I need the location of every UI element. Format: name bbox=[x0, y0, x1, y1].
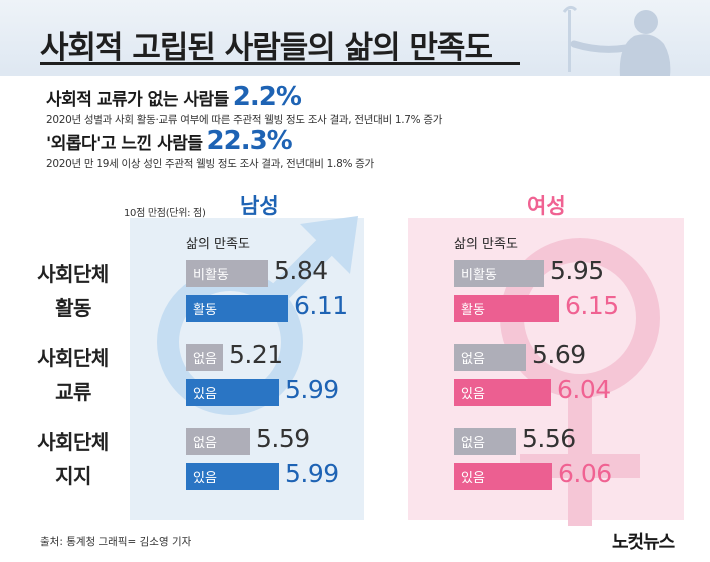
female-satisfaction-header: 삶의 만족도 bbox=[454, 237, 518, 252]
female-exchange-value-yes: 6.04 bbox=[557, 375, 611, 404]
stat-isolated: 사회적 교류가 없는 사람들 2.2% bbox=[46, 82, 302, 112]
title-underline bbox=[40, 62, 520, 65]
row-label-exchange-line1: 사회단체 bbox=[37, 346, 109, 370]
female-exchange-value-no: 5.69 bbox=[532, 340, 586, 369]
female-exchange-bar-label-yes: 있음 bbox=[461, 387, 485, 402]
male-activity-value-yes: 6.11 bbox=[294, 291, 348, 320]
male-activity-bar-yes: 활동 bbox=[186, 295, 288, 322]
female-activity-value-yes: 6.15 bbox=[565, 291, 619, 320]
female-activity-bar-no: 비활동 bbox=[454, 260, 544, 287]
female-exchange-bar-label-no: 없음 bbox=[461, 352, 485, 367]
male-exchange-value-no: 5.21 bbox=[229, 340, 283, 369]
male-support-bar-label-yes: 있음 bbox=[193, 471, 217, 486]
row-label-activity-line2: 활동 bbox=[55, 296, 91, 320]
female-support-value-yes: 6.06 bbox=[558, 459, 612, 488]
female-activity-bar-yes: 활동 bbox=[454, 295, 559, 322]
nocut-news-logo: 노컷뉴스 bbox=[612, 532, 675, 553]
male-exchange-bar-no: 없음 bbox=[186, 344, 223, 371]
male-support-bar-label-no: 없음 bbox=[193, 436, 217, 451]
source-credit: 출처: 통계청 그래픽= 김소영 기자 bbox=[40, 536, 192, 548]
female-support-value-no: 5.56 bbox=[522, 424, 576, 453]
row-label-support: 사회단체 지지 bbox=[18, 425, 128, 493]
female-exchange-bar-no: 없음 bbox=[454, 344, 526, 371]
male-support-bar-no: 없음 bbox=[186, 428, 250, 455]
stat-lonely-label: '외롭다'고 느낀 사람들 bbox=[46, 134, 203, 154]
stat-isolated-label: 사회적 교류가 없는 사람들 bbox=[46, 90, 229, 110]
female-support-bar-label-yes: 있음 bbox=[461, 471, 485, 486]
row-label-support-line2: 지지 bbox=[55, 464, 91, 488]
elderly-figure-icon bbox=[562, 5, 671, 76]
row-label-activity: 사회단체 활동 bbox=[18, 257, 128, 325]
male-activity-value-no: 5.84 bbox=[274, 256, 328, 285]
male-support-value-no: 5.59 bbox=[256, 424, 310, 453]
male-exchange-bar-label-no: 없음 bbox=[193, 352, 217, 367]
stat-isolated-value: 2.2% bbox=[232, 82, 302, 112]
male-activity-bar-label-no: 비활동 bbox=[193, 268, 229, 283]
male-exchange-value-yes: 5.99 bbox=[285, 375, 339, 404]
stat-lonely-note: 2020년 만 19세 이상 성인 주관적 웰빙 정도 조사 결과, 전년대비 … bbox=[46, 158, 374, 170]
female-label: 여성 bbox=[527, 194, 566, 218]
male-exchange-bar-yes: 있음 bbox=[186, 379, 279, 406]
male-satisfaction-header: 삶의 만족도 bbox=[186, 237, 250, 252]
row-label-support-line1: 사회단체 bbox=[37, 430, 109, 454]
male-exchange-bar-label-yes: 있음 bbox=[193, 387, 217, 402]
female-support-bar-label-no: 없음 bbox=[461, 436, 485, 451]
male-label: 남성 bbox=[240, 194, 279, 218]
female-activity-bar-label-no: 비활동 bbox=[461, 268, 497, 283]
row-label-exchange-line2: 교류 bbox=[55, 380, 91, 404]
stat-isolated-note: 2020년 성별과 사회 활동·교류 여부에 따른 주관적 웰빙 정도 조사 결… bbox=[46, 114, 443, 126]
female-activity-bar-label-yes: 활동 bbox=[461, 303, 485, 318]
header-rule bbox=[0, 72, 710, 76]
female-activity-value-no: 5.95 bbox=[550, 256, 604, 285]
row-label-activity-line1: 사회단체 bbox=[37, 262, 109, 286]
header-band bbox=[0, 0, 710, 72]
row-label-exchange: 사회단체 교류 bbox=[18, 341, 128, 409]
female-support-bar-no: 없음 bbox=[454, 428, 516, 455]
male-support-bar-yes: 있음 bbox=[186, 463, 279, 490]
male-activity-bar-no: 비활동 bbox=[186, 260, 268, 287]
male-support-value-yes: 5.99 bbox=[285, 459, 339, 488]
male-activity-bar-label-yes: 활동 bbox=[193, 303, 217, 318]
stat-lonely: '외롭다'고 느낀 사람들 22.3% bbox=[46, 126, 293, 156]
stat-lonely-value: 22.3% bbox=[206, 126, 293, 156]
female-exchange-bar-yes: 있음 bbox=[454, 379, 551, 406]
unit-note: 10점 만점(단위: 점) bbox=[124, 208, 206, 219]
female-support-bar-yes: 있음 bbox=[454, 463, 552, 490]
page-title: 사회적 고립된 사람들의 삶의 만족도 bbox=[40, 30, 493, 66]
